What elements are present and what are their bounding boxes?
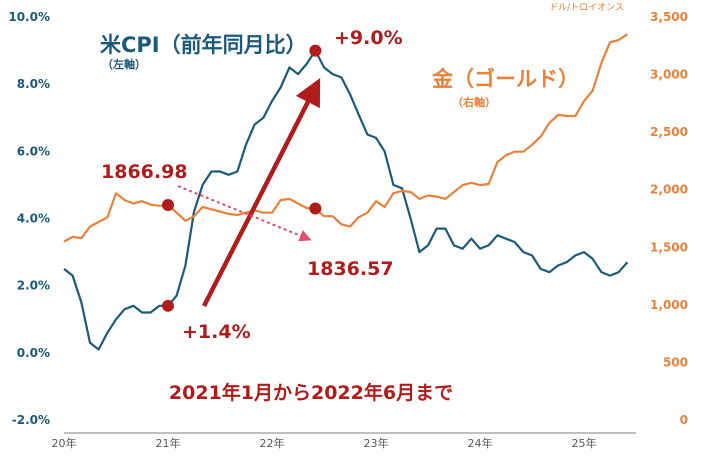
highlight-point-marker [162, 299, 174, 312]
x-axis-tick-label: 25年 [572, 436, 597, 450]
left-axis-tick-label: 0.0% [17, 346, 50, 360]
right-axis-tick-label: 2,500 [650, 125, 688, 139]
gold-series-label: 金（ゴールド） [431, 67, 579, 91]
right-axis-tick-label: 1,000 [650, 298, 688, 312]
right-axis-unit-label: ドル/トロイオンス [549, 2, 624, 13]
right-axis-tick-label: 2,000 [650, 183, 688, 197]
x-axis-ticks: 20年 21年 22年 23年 24年 25年 [52, 436, 597, 450]
left-axis-tick-label: -2.0% [12, 413, 50, 427]
x-axis-tick-label: 20年 [52, 436, 77, 450]
period-caption: 2021年1月から2022年6月まで [169, 381, 453, 404]
series-layer [63, 33, 629, 351]
gold-series-line [63, 33, 628, 243]
cpi-start-label: +1.4% [182, 321, 251, 343]
highlight-point-marker [309, 202, 322, 215]
left-axis-tick-label: 10.0% [8, 10, 50, 24]
cpi-axis-note: （左軸） [102, 57, 146, 71]
gold-change-arrow [177, 185, 312, 242]
left-axis-ticks: -2.0% 0.0% 2.0% 4.0% 6.0% 8.0% 10.0% [8, 10, 50, 427]
right-axis-ticks: 0 500 1,000 1,500 2,000 2,500 3,000 3,500 [650, 10, 688, 427]
cpi-peak-label: +9.0% [334, 27, 403, 49]
right-axis-tick-label: 1,500 [650, 240, 688, 254]
gold-axis-note: （右軸） [452, 95, 496, 109]
left-axis-tick-label: 4.0% [17, 212, 50, 226]
x-axis-tick-label: 22年 [260, 436, 285, 450]
cpi-series-label: 米CPI（前年同月比） [100, 33, 307, 57]
cpi-rise-arrow [201, 77, 321, 308]
x-axis-tick-label: 23年 [364, 436, 389, 450]
right-axis-tick-label: 0 [680, 413, 688, 427]
left-axis-tick-label: 6.0% [17, 144, 50, 158]
right-axis-tick-label: 3,000 [650, 68, 688, 82]
gold-end-label: 1836.57 [307, 258, 394, 280]
x-axis-tick-label: 24年 [468, 436, 493, 450]
highlight-point-marker [162, 199, 174, 212]
left-axis-tick-label: 2.0% [17, 279, 50, 293]
highlight-layer [162, 44, 322, 312]
cpi-series-line [63, 49, 629, 351]
left-axis-tick-label: 8.0% [17, 77, 50, 91]
right-axis-tick-label: 500 [663, 355, 688, 369]
highlight-point-marker [309, 44, 322, 57]
gold-start-label: 1866.98 [101, 161, 188, 183]
x-axis-tick-label: 21年 [156, 436, 181, 450]
right-axis-tick-label: 3,500 [650, 10, 688, 24]
